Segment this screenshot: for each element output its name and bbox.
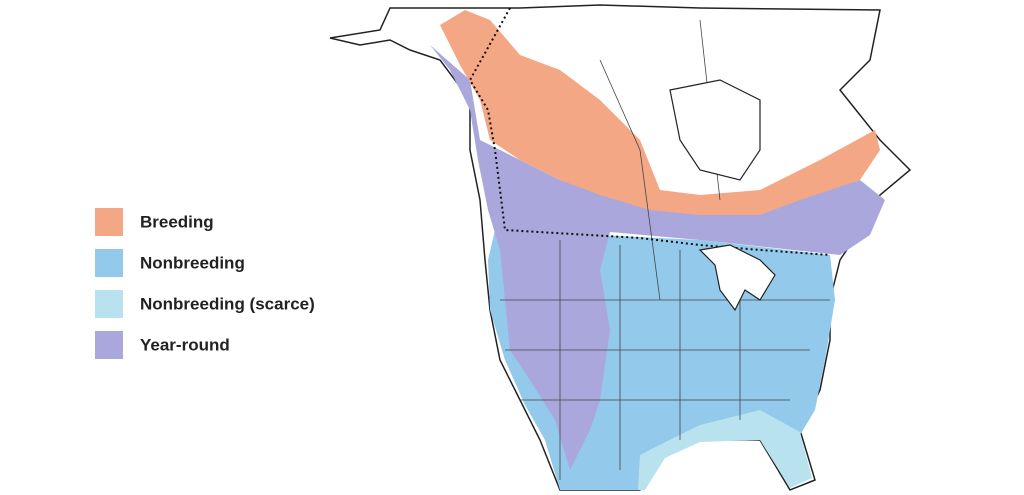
legend-label: Year-round	[140, 335, 230, 354]
legend-swatch	[95, 249, 123, 277]
map	[329, 4, 912, 491]
region-breeding	[440, 10, 880, 215]
great-lakes	[698, 244, 776, 312]
legend-swatch	[95, 331, 123, 359]
region-nonbreeding-scarce	[638, 410, 812, 490]
hudson-bay	[669, 79, 761, 181]
state-borders	[500, 19, 830, 480]
legend-swatch	[95, 208, 123, 236]
region-year-round	[430, 45, 885, 470]
legend-label: Nonbreeding	[140, 253, 245, 272]
legend: Breeding Nonbreeding Nonbreeding (scarce) Y…	[95, 208, 315, 359]
legend-label: Breeding	[140, 212, 214, 231]
legend-swatch	[95, 290, 123, 318]
legend-label: Nonbreeding (scarce)	[140, 294, 315, 313]
